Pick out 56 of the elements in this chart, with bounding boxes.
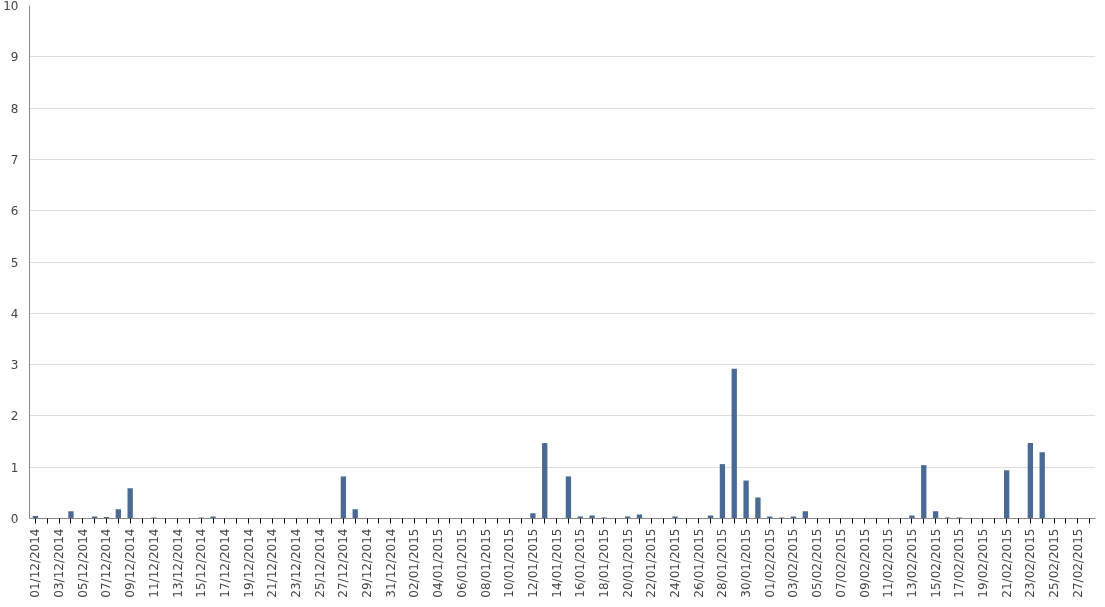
y-tick-label: 0 bbox=[10, 512, 19, 526]
x-tick-label: 04/01/2015 bbox=[431, 528, 446, 598]
x-tick-label: 28/01/2015 bbox=[715, 528, 730, 598]
x-tick-label: 13/12/2014 bbox=[170, 528, 185, 598]
x-tick-label: 20/01/2015 bbox=[620, 528, 635, 598]
y-tick-label: 2 bbox=[10, 409, 19, 424]
y-tick-label: 7 bbox=[10, 152, 19, 167]
x-tick-label: 09/02/2015 bbox=[857, 528, 872, 598]
y-tick-label: 9 bbox=[10, 50, 19, 65]
x-tick-label: 14/01/2015 bbox=[549, 528, 564, 598]
x-tick-label: 31/12/2014 bbox=[383, 528, 398, 598]
y-tick-label: 1 bbox=[10, 460, 19, 475]
x-tick-label: 17/12/2014 bbox=[217, 528, 232, 598]
x-tick-label: 07/12/2014 bbox=[99, 528, 114, 598]
x-tick-label: 02/01/2015 bbox=[407, 528, 422, 598]
x-tick-label: 01/02/2015 bbox=[762, 528, 777, 598]
x-tick-label: 11/12/2014 bbox=[146, 528, 161, 598]
x-tick-label: 11/02/2015 bbox=[881, 528, 896, 598]
x-tick-label: 25/02/2015 bbox=[1047, 528, 1062, 598]
x-tick-label: 27/12/2014 bbox=[336, 528, 351, 598]
x-tick-label: 10/01/2015 bbox=[502, 528, 517, 598]
x-tick-label: 08/01/2015 bbox=[478, 528, 493, 598]
x-tick-label: 19/02/2015 bbox=[975, 528, 990, 598]
x-tick-label: 21/12/2014 bbox=[265, 528, 280, 598]
y-tick-label: 8 bbox=[10, 101, 19, 116]
x-tick-label: 07/02/2015 bbox=[833, 528, 848, 598]
y-tick-label: 10 bbox=[3, 0, 19, 13]
x-tick-label: 16/01/2015 bbox=[573, 528, 588, 598]
x-tick-label: 05/02/2015 bbox=[810, 528, 825, 598]
y-tick-label: 3 bbox=[10, 358, 19, 373]
x-tick-label: 30/01/2015 bbox=[739, 528, 754, 598]
x-tick-label: 25/12/2014 bbox=[312, 528, 327, 598]
x-tick-label: 03/02/2015 bbox=[786, 528, 801, 598]
x-tick-label: 01/12/2014 bbox=[28, 528, 43, 598]
x-tick-label: 05/12/2014 bbox=[75, 528, 90, 598]
x-tick-label: 26/01/2015 bbox=[691, 528, 706, 598]
x-tick-label: 23/02/2015 bbox=[1023, 528, 1038, 598]
y-tick-label: 4 bbox=[10, 306, 19, 321]
x-tick-label: 27/02/2015 bbox=[1070, 528, 1085, 598]
x-tick-label: 23/12/2014 bbox=[289, 528, 303, 598]
x-tick-label: 09/12/2014 bbox=[123, 528, 138, 598]
x-tick-label: 22/01/2015 bbox=[644, 528, 659, 598]
x-tick-label: 06/01/2015 bbox=[454, 528, 469, 598]
x-tick-label: 21/02/2015 bbox=[999, 528, 1014, 598]
y-tick-label: 5 bbox=[10, 255, 19, 270]
y-tick-label: 6 bbox=[10, 204, 19, 219]
x-tick-label: 03/12/2014 bbox=[52, 528, 67, 598]
x-tick-label: 13/02/2015 bbox=[904, 528, 919, 598]
x-tick-label: 24/01/2015 bbox=[668, 528, 683, 598]
x-tick-label: 29/12/2014 bbox=[360, 528, 375, 598]
x-tick-label: 19/12/2014 bbox=[241, 528, 256, 598]
x-tick-label: 15/12/2014 bbox=[194, 528, 209, 598]
x-tick-label: 12/01/2015 bbox=[525, 528, 540, 598]
x-tick-label: 15/02/2015 bbox=[928, 528, 943, 598]
x-tick-label: 17/02/2015 bbox=[952, 528, 967, 598]
x-tick-label: 18/01/2015 bbox=[596, 528, 611, 598]
